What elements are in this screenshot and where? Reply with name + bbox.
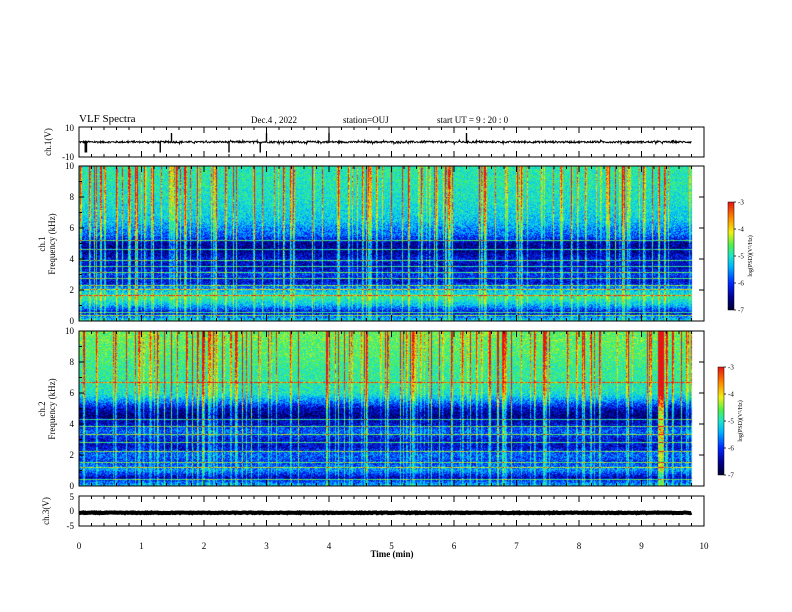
ch3-waveform-ylabel: ch.3(V)	[41, 497, 51, 525]
ch2-spectrogram-ytick-label: 10	[65, 326, 75, 336]
time-axis-ticks	[78, 127, 705, 526]
ch2-spectrogram-channel-label: ch.2	[37, 401, 47, 416]
ch3-ytick-top: 5	[70, 492, 75, 502]
ch2-spectrogram-yticks: 0 2 4 6 8 10	[65, 326, 704, 491]
ch2-colorbar-tick-label: -4	[728, 391, 734, 399]
x-tick-labels: 0 1 2 3 4 5 6 7 8 9 10	[77, 541, 709, 551]
ch2-spectrogram-ytick-label: 4	[70, 419, 75, 429]
ch1-spectrogram-ytick-label: 2	[70, 285, 75, 295]
ch3-waveform-panel: 5 0 -5 ch.3(V)	[41, 492, 705, 531]
x-tick-label: 7	[514, 541, 519, 551]
x-tick-label: 2	[202, 541, 207, 551]
x-tick-label: 5	[389, 541, 394, 551]
chart-title: VLF Spectra	[79, 113, 136, 125]
ch2-spectrogram-ylabel: Frequency (kHz)	[47, 378, 57, 439]
ch2-spectrogram-heatmap	[79, 331, 704, 486]
ch1-spectrogram-ytick-label: 0	[70, 316, 75, 326]
x-tick-label: 8	[577, 541, 582, 551]
ch2-spectrogram-ytick-label: 8	[70, 357, 75, 367]
ch2-colorbar	[717, 366, 725, 476]
x-tick-label: 4	[327, 541, 332, 551]
ch1-spectrogram-ytick-label: 8	[70, 192, 75, 202]
ch1-waveform-spikes	[84, 133, 468, 153]
ch1-colorbar-tick-label: -5	[738, 253, 744, 261]
x-tick-label: 0	[77, 541, 82, 551]
x-axis-label: Time (min)	[370, 549, 413, 559]
ch1-ytick-bottom: -10	[62, 152, 74, 162]
ch2-colorbar-tick-label: -5	[728, 418, 734, 426]
ch1-spectrogram-ytick-label: 10	[65, 161, 75, 171]
x-tick-label: 1	[139, 541, 144, 551]
ch1-spectrogram-channel-label: ch.1	[37, 236, 47, 251]
ch1-spectrogram-heatmap	[79, 166, 704, 321]
ch1-waveform-panel: 10 -10 ch.1(V)	[43, 123, 705, 162]
date-label: Dec.4 , 2022	[251, 115, 297, 125]
station-label: station=OUJ	[343, 115, 389, 125]
ch1-colorbar-label: log(PSD)(V²/Hz)	[747, 235, 754, 276]
x-tick-label: 3	[264, 541, 269, 551]
ch3-waveform-trace	[79, 510, 693, 516]
start-time-label: start UT = 9 : 20 : 0	[437, 115, 509, 125]
ch2-spectrogram-ytick-label: 0	[70, 481, 75, 491]
ch2-colorbar-tick-label: -6	[728, 445, 734, 453]
ch3-ytick-bottom: -5	[67, 521, 75, 531]
ch1-colorbar-tick-label: -3	[738, 199, 744, 207]
x-tick-label: 6	[452, 541, 457, 551]
ch1-spectrogram-ytick-label: 4	[70, 254, 75, 264]
ch1-spectrogram-ytick-label: 6	[70, 223, 75, 233]
ch1-colorbar-tick-label: -6	[738, 280, 744, 288]
x-tick-label: 9	[639, 541, 644, 551]
ch1-colorbar-tick-label: -7	[738, 307, 744, 315]
ch2-colorbar-tick-label: -7	[728, 472, 734, 480]
ch1-colorbar-ticks: -3 -4 -5 -6 -7	[734, 199, 744, 315]
ch2-colorbar-tick-label: -3	[728, 364, 734, 372]
ch1-colorbar-tick-label: -4	[738, 226, 744, 234]
ch1-spectrogram-yticks: 0 2 4 6 8 10	[65, 161, 704, 326]
ch2-spectrogram-ytick-label: 6	[70, 388, 75, 398]
ch3-ytick-mid: 0	[70, 506, 75, 516]
ch1-colorbar	[727, 201, 735, 311]
ch1-ytick-top: 10	[65, 123, 75, 133]
x-tick-label: 10	[700, 541, 710, 551]
ch1-waveform-ylabel: ch.1(V)	[43, 128, 53, 156]
ch1-waveform-trace	[79, 138, 692, 146]
ch2-colorbar-label: log(PSD)(V²/Hz)	[737, 400, 744, 441]
ch2-spectrogram-ytick-label: 2	[70, 450, 75, 460]
ch2-colorbar-ticks: -3 -4 -5 -6 -7	[724, 364, 734, 480]
ch1-spectrogram-ylabel: Frequency (kHz)	[47, 213, 57, 274]
